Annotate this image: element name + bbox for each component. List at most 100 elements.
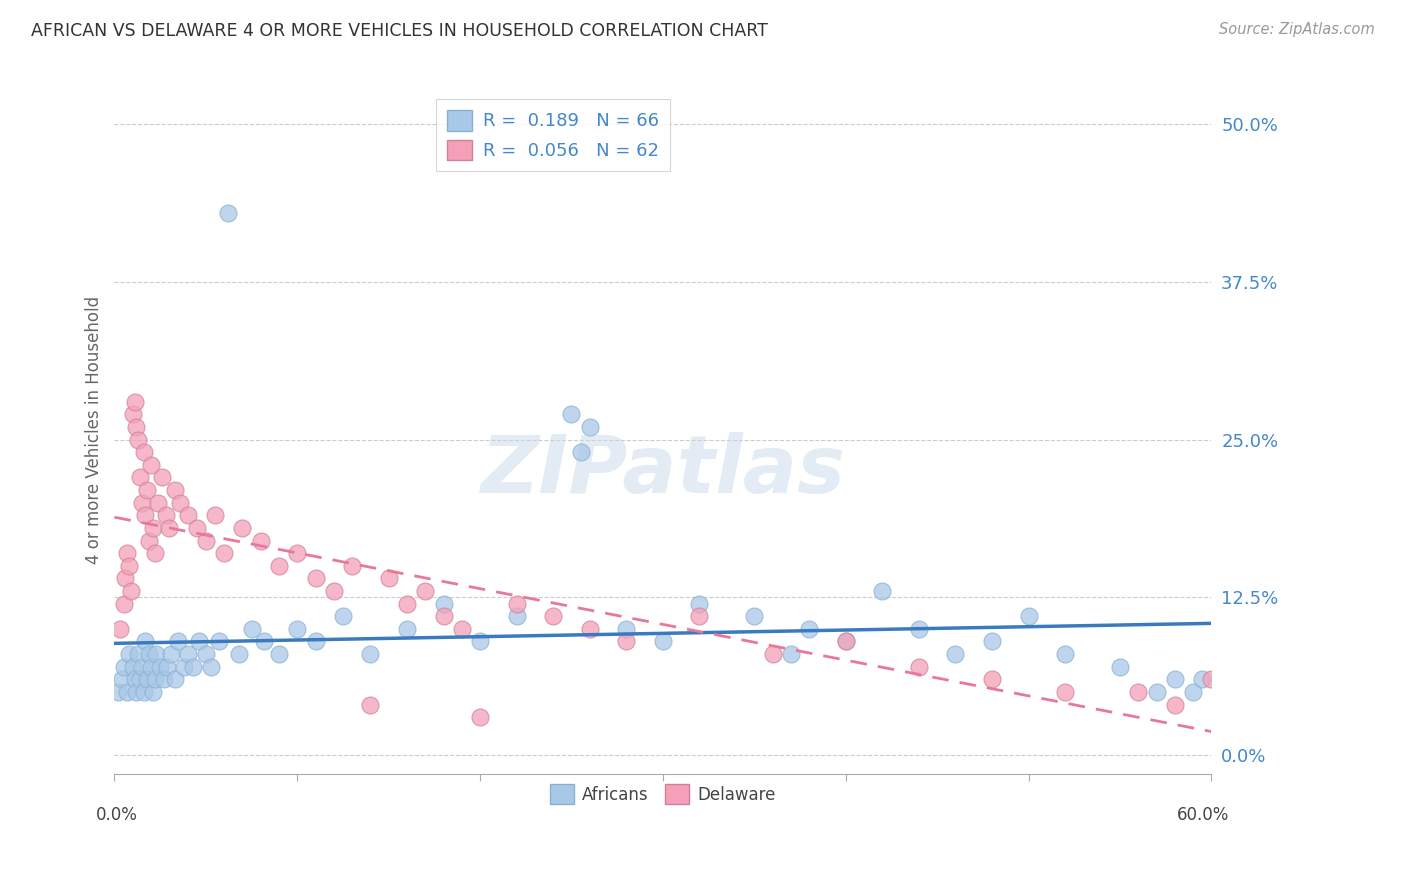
Point xyxy=(112,659,135,673)
Point xyxy=(541,609,564,624)
Point xyxy=(139,458,162,472)
Point xyxy=(149,659,172,673)
Point xyxy=(157,521,180,535)
Point xyxy=(835,634,858,648)
Point xyxy=(432,609,454,624)
Legend: Africans, Delaware: Africans, Delaware xyxy=(544,778,782,810)
Point xyxy=(118,647,141,661)
Point xyxy=(267,647,290,661)
Point xyxy=(142,521,165,535)
Point xyxy=(125,685,148,699)
Point xyxy=(121,408,143,422)
Point xyxy=(207,634,229,648)
Point xyxy=(145,647,167,661)
Point xyxy=(1054,647,1077,661)
Point xyxy=(228,647,250,661)
Point xyxy=(155,508,177,523)
Point xyxy=(395,622,418,636)
Point xyxy=(1347,710,1369,724)
Point xyxy=(762,647,785,661)
Point xyxy=(142,685,165,699)
Point xyxy=(163,673,186,687)
Point xyxy=(125,420,148,434)
Point xyxy=(304,634,326,648)
Point xyxy=(377,571,399,585)
Point xyxy=(799,622,821,636)
Point xyxy=(1146,685,1168,699)
Point xyxy=(150,470,173,484)
Point xyxy=(108,622,131,636)
Point xyxy=(1191,673,1213,687)
Point xyxy=(156,659,179,673)
Point xyxy=(120,584,142,599)
Point xyxy=(173,659,195,673)
Point xyxy=(240,622,263,636)
Point xyxy=(835,634,858,648)
Text: 0.0%: 0.0% xyxy=(96,805,138,823)
Point xyxy=(131,496,153,510)
Point xyxy=(744,609,766,624)
Point xyxy=(505,609,527,624)
Point xyxy=(945,647,967,661)
Y-axis label: 4 or more Vehicles in Household: 4 or more Vehicles in Household xyxy=(86,296,103,565)
Text: ZIPatlas: ZIPatlas xyxy=(481,433,845,510)
Point xyxy=(450,622,472,636)
Point xyxy=(505,597,527,611)
Point xyxy=(139,659,162,673)
Point xyxy=(332,609,354,624)
Point xyxy=(908,622,931,636)
Point xyxy=(138,647,160,661)
Point xyxy=(432,597,454,611)
Point xyxy=(1054,685,1077,699)
Point xyxy=(176,647,198,661)
Text: 60.0%: 60.0% xyxy=(1177,805,1230,823)
Point xyxy=(138,533,160,548)
Point xyxy=(200,659,222,673)
Point xyxy=(163,483,186,497)
Point xyxy=(267,558,290,573)
Point xyxy=(780,647,803,661)
Point xyxy=(148,496,170,510)
Point xyxy=(115,685,138,699)
Point xyxy=(194,647,217,661)
Point xyxy=(167,634,190,648)
Point xyxy=(1201,673,1223,687)
Point xyxy=(212,546,235,560)
Text: AFRICAN VS DELAWARE 4 OR MORE VEHICLES IN HOUSEHOLD CORRELATION CHART: AFRICAN VS DELAWARE 4 OR MORE VEHICLES I… xyxy=(31,22,768,40)
Point xyxy=(468,634,491,648)
Point xyxy=(1310,698,1333,712)
Point xyxy=(134,508,156,523)
Point xyxy=(1128,685,1150,699)
Point xyxy=(114,571,136,585)
Point xyxy=(304,571,326,585)
Point xyxy=(186,521,208,535)
Point xyxy=(468,710,491,724)
Point xyxy=(578,622,600,636)
Text: Source: ZipAtlas.com: Source: ZipAtlas.com xyxy=(1219,22,1375,37)
Point xyxy=(569,445,592,459)
Point xyxy=(134,634,156,648)
Point xyxy=(131,659,153,673)
Point xyxy=(614,634,637,648)
Point xyxy=(560,408,582,422)
Point xyxy=(112,597,135,611)
Point xyxy=(1164,673,1187,687)
Point xyxy=(981,634,1004,648)
Point xyxy=(231,521,253,535)
Point xyxy=(395,597,418,611)
Point xyxy=(132,445,155,459)
Point xyxy=(688,597,710,611)
Point xyxy=(1256,685,1278,699)
Point xyxy=(1164,698,1187,712)
Point xyxy=(124,673,146,687)
Point xyxy=(413,584,436,599)
Point xyxy=(132,685,155,699)
Point xyxy=(614,622,637,636)
Point xyxy=(169,496,191,510)
Point xyxy=(578,420,600,434)
Point xyxy=(143,546,166,560)
Point xyxy=(1018,609,1040,624)
Point xyxy=(253,634,276,648)
Point xyxy=(187,634,209,648)
Point xyxy=(111,673,134,687)
